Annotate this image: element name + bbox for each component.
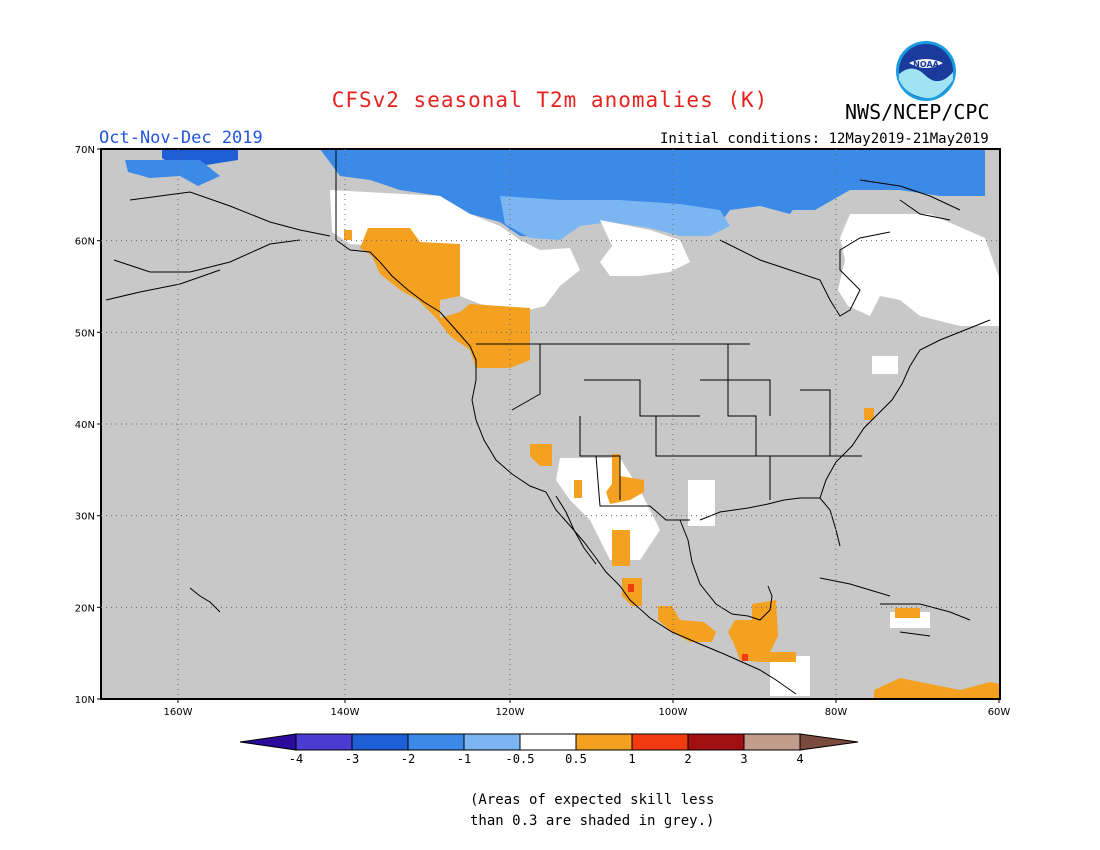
lat-label-10N: 10N [75, 695, 95, 706]
lon-label-80W: 80W [825, 707, 848, 718]
anomaly-region-warm-nevada [530, 444, 552, 466]
chart-title: CFSv2 seasonal T2m anomalies (K) [331, 88, 769, 112]
skill-note-line-1: (Areas of expected skill less [470, 792, 715, 808]
noaa-logo-icon: NOAA [896, 41, 956, 101]
graticule [97, 148, 1000, 703]
colorbar-label: -4 [289, 752, 303, 766]
anomaly-region-near-normal-texas [688, 480, 715, 526]
anomaly-region-warm-venezuela [874, 678, 1000, 699]
anomaly-region-near-normal-central [600, 220, 690, 276]
lat-label-50N: 50N [75, 328, 95, 339]
colorbar-label: 1 [628, 752, 635, 766]
lat-label-40N: 40N [75, 420, 95, 431]
lat-label-30N: 30N [75, 512, 95, 523]
colorbar-bin [463, 733, 521, 751]
colorbar-end-low [239, 733, 297, 751]
initial-conditions-label: Initial conditions: 12May2019-21May2019 [660, 131, 989, 147]
colorbar-label: -3 [345, 752, 359, 766]
lon-label-140W: 140W [331, 707, 360, 718]
anomaly-region-warm-ak-point [344, 230, 352, 240]
colorbar-end-high [799, 733, 859, 751]
colorbar-bin [407, 733, 465, 751]
colorbar-bin [351, 733, 409, 751]
anomaly-region-warm-nm [606, 454, 644, 504]
colorbar-bin [295, 733, 353, 751]
anomaly-region-warm-central-america [728, 600, 796, 662]
lat-label-20N: 20N [75, 603, 95, 614]
anomaly-region-warm-hispaniola [895, 608, 920, 618]
colorbar-label: -1 [457, 752, 471, 766]
colorbar-label: 3 [740, 752, 747, 766]
colorbar-bin [631, 733, 689, 751]
anomaly-cell-strong-warm-1 [628, 584, 634, 592]
colorbar-bin [519, 733, 577, 751]
anomaly-region-warm-pa [864, 408, 874, 420]
anomaly-region-warm-pnw [360, 228, 530, 368]
skill-note: (Areas of expected skill less than 0.3 a… [470, 790, 714, 832]
anomaly-region-near-normal-panama [770, 656, 810, 696]
anomaly-region-cold-nw-ak [125, 160, 220, 186]
lon-label-120W: 120W [496, 707, 525, 718]
lon-label-60W: 60W [988, 707, 1011, 718]
skill-note-line-2: than 0.3 are shaded in grey.) [470, 813, 715, 829]
colorbar-labels: -4 -3 -2 -1 -0.5 0.5 1 2 3 4 [289, 752, 804, 766]
anomaly-region-warm-mex-interior [612, 530, 630, 566]
anomaly-region-warm-az [574, 480, 582, 498]
colorbar-label: 0.5 [565, 752, 587, 766]
colorbar-label: 2 [684, 752, 691, 766]
lat-label-60N: 60N [75, 237, 95, 248]
anomaly-cell-strong-warm-2 [742, 654, 748, 661]
coastlines [105, 149, 991, 695]
colorbar [239, 733, 859, 751]
anomaly-region-cold-east [780, 170, 985, 210]
agency-label: NWS/NCEP/CPC [845, 100, 990, 124]
colorbar-bin [687, 733, 745, 751]
colorbar-bin [575, 733, 633, 751]
map-field [101, 149, 1000, 699]
lon-label-100W: 100W [659, 707, 688, 718]
latitude-labels: 70N 60N 50N 40N 30N 20N 10N [75, 145, 95, 706]
longitude-labels: 160W 140W 120W 100W 80W 60W [164, 707, 1011, 718]
colorbar-label: -0.5 [506, 752, 535, 766]
lat-label-70N: 70N [75, 145, 95, 156]
season-label: Oct-Nov-Dec 2019 [99, 128, 263, 148]
anomaly-region-near-normal-quebec [838, 214, 1000, 326]
colorbar-bin [743, 733, 801, 751]
logo-text: NOAA [913, 60, 939, 69]
colorbar-label: 4 [796, 752, 803, 766]
lon-label-160W: 160W [164, 707, 193, 718]
colorbar-label: -2 [401, 752, 415, 766]
anomaly-region-near-normal-maritimes [872, 356, 898, 374]
